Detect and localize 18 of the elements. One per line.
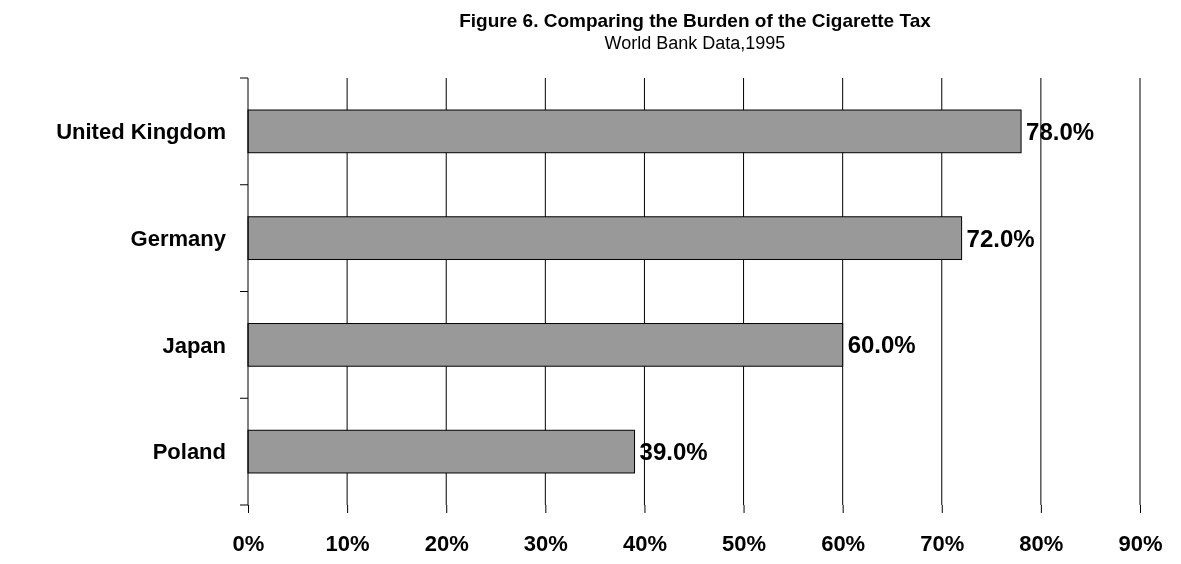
x-tick-label: 60% bbox=[821, 530, 866, 556]
y-tick-label: Japan bbox=[162, 332, 226, 358]
y-tick-label: Poland bbox=[152, 439, 226, 465]
chart-title: Figure 6. Comparing the Burden of the Cigarette Tax bbox=[459, 10, 932, 31]
x-tick-label: 20% bbox=[424, 530, 469, 556]
x-tick-label: 0% bbox=[232, 530, 265, 556]
chart-subtitle: World Bank Data,1995 bbox=[604, 33, 786, 53]
y-tick-label: Germany bbox=[130, 225, 227, 251]
data-label: 72.0% bbox=[966, 224, 1035, 252]
x-tick-label: 40% bbox=[622, 530, 667, 556]
x-tick-label: 10% bbox=[325, 530, 370, 556]
x-tick-label: 80% bbox=[1019, 530, 1064, 556]
x-tick-label: 90% bbox=[1118, 530, 1163, 556]
y-tick-label: United Kingdom bbox=[56, 119, 226, 145]
x-tick-label: 70% bbox=[920, 530, 965, 556]
x-tick-label: 30% bbox=[523, 530, 568, 556]
x-tick-label: 50% bbox=[722, 530, 767, 556]
data-label: 60.0% bbox=[847, 331, 916, 359]
